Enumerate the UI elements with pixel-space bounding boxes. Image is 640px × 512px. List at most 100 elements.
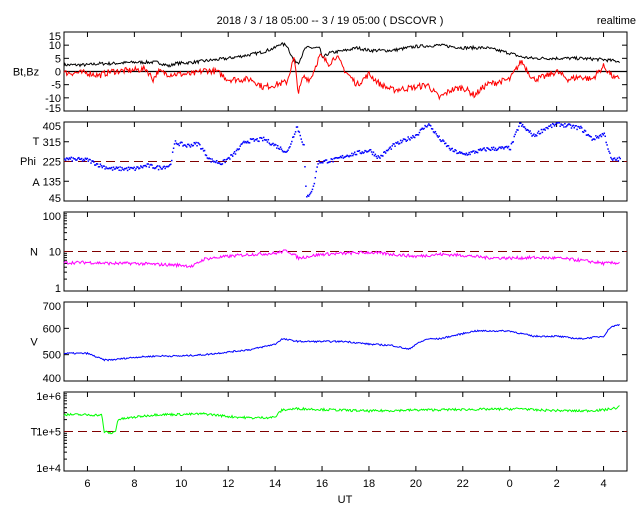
data-point: [79, 158, 81, 160]
data-point: [222, 159, 225, 162]
data-point: [454, 148, 456, 151]
data-point: [425, 125, 427, 128]
data-point: [414, 134, 417, 136]
data-point: [612, 157, 615, 160]
data-point: [439, 138, 441, 141]
data-point: [482, 147, 484, 150]
data-point: [162, 166, 165, 168]
data-point: [185, 145, 187, 147]
data-point: [337, 157, 339, 159]
data-point: [320, 162, 322, 164]
data-point: [343, 156, 346, 158]
data-point: [521, 123, 524, 126]
data-point: [459, 152, 462, 154]
data-point: [429, 125, 432, 127]
y-tick-label: 135: [43, 176, 61, 188]
data-point: [346, 154, 348, 157]
data-point: [252, 138, 255, 140]
data-point: [109, 167, 111, 169]
data-point: [371, 153, 374, 156]
data-point: [411, 137, 413, 139]
data-point: [131, 167, 134, 169]
data-point: [395, 141, 397, 144]
data-point: [484, 149, 486, 151]
data-point: [391, 145, 393, 147]
data-point: [468, 151, 470, 154]
data-point: [194, 143, 196, 145]
data-point: [430, 127, 433, 130]
data-point: [505, 146, 507, 148]
data-point: [85, 158, 88, 160]
data-point: [196, 144, 198, 147]
data-point: [265, 139, 268, 141]
data-point: [368, 150, 370, 152]
data-point: [459, 151, 461, 153]
data-point: [246, 140, 249, 143]
data-point: [242, 141, 244, 144]
data-point: [429, 124, 431, 126]
data-point: [348, 155, 350, 158]
data-point: [410, 136, 412, 139]
data-point: [75, 159, 77, 161]
data-point: [185, 146, 188, 148]
data-point: [526, 128, 529, 131]
data-point: [227, 157, 229, 160]
y-tick-label: 100: [43, 211, 61, 223]
data-point: [69, 158, 72, 160]
data-point: [172, 147, 175, 150]
data-point: [444, 142, 447, 144]
data-point: [592, 138, 594, 141]
data-point: [550, 124, 552, 126]
series-n-line: [63, 249, 620, 269]
data-point: [123, 169, 125, 171]
data-point: [92, 160, 94, 162]
data-point: [335, 156, 337, 159]
data-point: [274, 143, 276, 146]
data-point: [353, 153, 355, 155]
data-point: [509, 148, 512, 151]
data-point: [451, 147, 454, 150]
data-point: [597, 137, 600, 139]
data-point: [248, 142, 251, 144]
data-point: [339, 155, 342, 158]
data-point: [499, 146, 501, 148]
data-point: [494, 147, 497, 150]
data-point: [268, 142, 271, 144]
data-point: [214, 160, 216, 163]
data-point: [317, 163, 319, 165]
data-point: [141, 166, 144, 169]
data-point: [370, 151, 373, 153]
data-point: [554, 123, 557, 126]
data-point: [381, 154, 383, 157]
data-point: [432, 131, 435, 133]
data-point: [535, 135, 538, 137]
y-tick-label: 1e+4: [36, 463, 61, 475]
data-point: [389, 146, 392, 148]
data-point: [413, 136, 415, 138]
data-point: [155, 165, 158, 168]
data-point: [146, 163, 149, 165]
data-point: [398, 143, 400, 145]
data-point: [184, 144, 186, 146]
data-point: [579, 127, 581, 130]
y-axis-label: V: [30, 337, 38, 349]
data-point: [498, 146, 500, 149]
data-point: [148, 166, 150, 168]
data-point: [441, 140, 443, 142]
data-point: [161, 168, 164, 170]
data-point: [607, 148, 609, 150]
data-point: [110, 166, 113, 169]
data-point: [330, 158, 332, 160]
data-point: [292, 136, 295, 138]
data-point: [564, 122, 566, 125]
data-point: [445, 145, 448, 148]
data-point: [280, 148, 283, 150]
data-point: [527, 129, 530, 132]
data-point: [549, 125, 551, 127]
data-point: [247, 141, 250, 144]
data-point: [66, 157, 69, 160]
data-point: [138, 167, 140, 170]
data-point: [216, 162, 219, 164]
data-point: [490, 146, 493, 149]
y-tick-label: 1e+5: [36, 427, 61, 439]
